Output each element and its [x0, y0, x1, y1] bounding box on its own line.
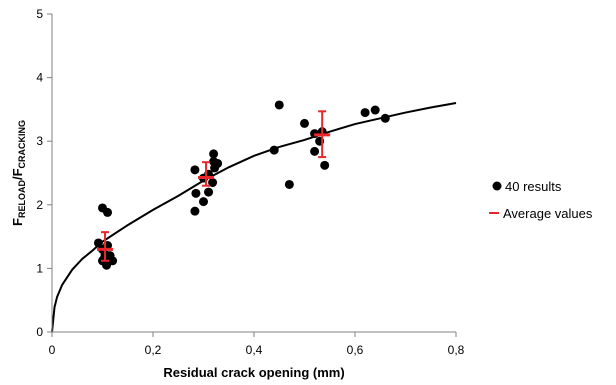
y-tick-label: 3	[36, 134, 43, 148]
axes	[51, 14, 456, 333]
data-point	[360, 108, 370, 118]
x-tick-label: 0,8	[448, 343, 465, 357]
fit-curve	[51, 102, 457, 333]
y-axis-label: FRELOAD/FCRACKING	[10, 120, 27, 226]
average-errorbars-layer	[97, 110, 331, 262]
data-point	[208, 178, 218, 188]
data-point	[191, 188, 201, 198]
y-axis-label-f: F	[10, 218, 25, 226]
x-axis-label: Residual crack opening (mm)	[163, 365, 344, 380]
average-errorbar	[314, 110, 331, 159]
legend: 40 results Average values	[489, 179, 593, 221]
data-point	[300, 118, 309, 128]
y-tick-label: 4	[36, 71, 43, 85]
data-point	[370, 105, 380, 115]
y-tick-label: 5	[36, 7, 43, 21]
data-point	[190, 165, 200, 175]
data-point	[199, 197, 208, 207]
data-point	[204, 187, 214, 197]
data-point	[320, 160, 330, 170]
y-tick-label: 1	[36, 261, 43, 275]
data-point	[103, 207, 113, 217]
x-tick-label: 0,6	[347, 343, 364, 357]
x-tick-label: 0	[49, 343, 56, 357]
legend-label-average: Average values	[503, 206, 593, 221]
data-point	[213, 158, 223, 168]
y-axis-label-sub2: CRACKING	[17, 120, 27, 169]
data-point	[269, 145, 279, 155]
x-tick-label: 0,4	[246, 343, 263, 357]
data-points-layer	[93, 100, 390, 270]
fit-curve-layer	[51, 102, 457, 333]
y-axis-label-sub1: RELOAD	[17, 180, 27, 219]
y-ticks: 0 1 2 3 4 5	[36, 7, 52, 339]
data-point	[190, 206, 200, 216]
y-axis-label-sep: /F	[10, 168, 25, 180]
x-ticks: 0 0,2 0,4 0,6 0,8	[49, 332, 465, 357]
average-errorbar	[198, 161, 215, 187]
y-tick-label: 0	[36, 325, 43, 339]
data-point	[274, 100, 284, 110]
data-point	[284, 179, 294, 189]
data-point	[209, 149, 219, 159]
y-tick-label: 2	[36, 198, 43, 212]
data-point	[380, 113, 390, 123]
legend-point-marker	[492, 181, 502, 191]
legend-label-results: 40 results	[505, 179, 562, 194]
x-tick-label: 0,2	[145, 343, 162, 357]
average-errorbar	[97, 231, 114, 262]
data-point	[310, 146, 320, 156]
data-point	[99, 254, 109, 264]
